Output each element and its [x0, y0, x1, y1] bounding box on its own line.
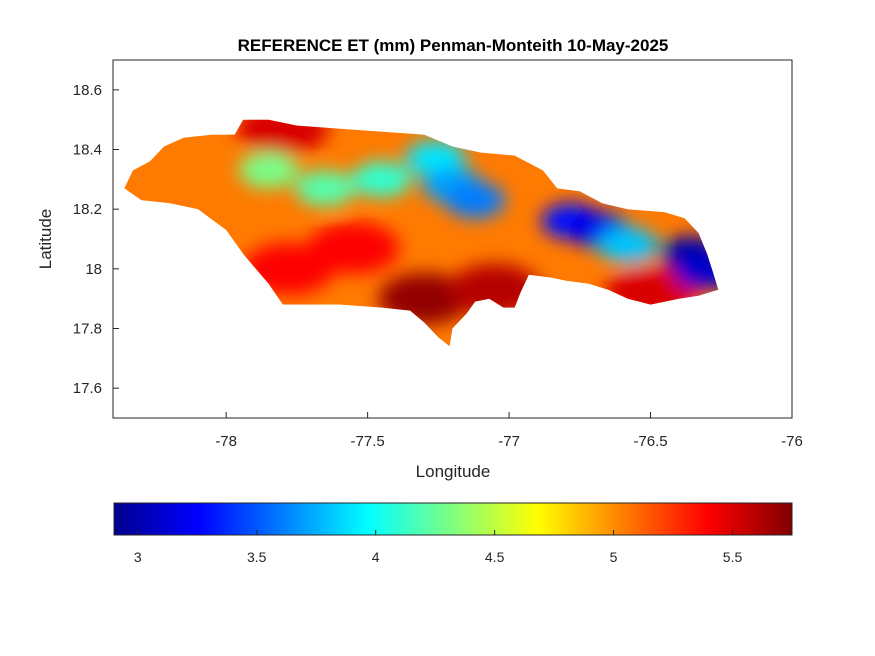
low-et-zone-10 — [295, 170, 356, 207]
colorbar-ticks: 3 3.5 4 4.5 5 5.5 — [134, 530, 743, 565]
colorbar-tick-label: 3.5 — [247, 549, 267, 565]
colorbar — [113, 502, 793, 536]
low-et-zone-8 — [445, 182, 506, 219]
y-tick-label: 17.8 — [73, 321, 102, 338]
low-et-zone-9 — [351, 161, 412, 198]
colorbar-tick-label: 3 — [134, 549, 142, 565]
x-tick-label: -78 — [215, 433, 237, 450]
x-tick-label: -76.5 — [633, 433, 667, 450]
low-et-zone-11 — [238, 152, 299, 189]
y-tick-label: 18 — [85, 261, 102, 278]
colorbar-tick-label: 4.5 — [485, 549, 505, 565]
colorbar-tick-label: 4 — [372, 549, 380, 565]
y-tick-label: 18.2 — [73, 201, 102, 218]
x-axis-label: Longitude — [416, 462, 491, 481]
low-et-zone-14 — [597, 227, 658, 263]
y-tick-label: 17.6 — [73, 380, 102, 397]
low-et-zone-16 — [674, 253, 719, 290]
colorbar-tick-label: 5 — [610, 549, 618, 565]
y-tick-label: 18.4 — [73, 142, 102, 159]
y-tick-label: 18.6 — [73, 82, 102, 99]
y-axis-ticks: 18.6 18.4 18.2 18 17.8 17.6 — [73, 82, 119, 397]
colorbar-tick-label: 5.5 — [723, 549, 743, 565]
high-et-zone-2 — [236, 119, 329, 155]
y-axis-label: Latitude — [36, 209, 55, 270]
x-axis-ticks: -78 -77.5 -77 -76.5 -76 — [215, 412, 803, 450]
x-tick-label: -77 — [498, 433, 520, 450]
x-tick-label: -76 — [781, 433, 803, 450]
x-tick-label: -77.5 — [351, 433, 385, 450]
chart-title: REFERENCE ET (mm) Penman-Monteith 10-May… — [238, 36, 669, 55]
